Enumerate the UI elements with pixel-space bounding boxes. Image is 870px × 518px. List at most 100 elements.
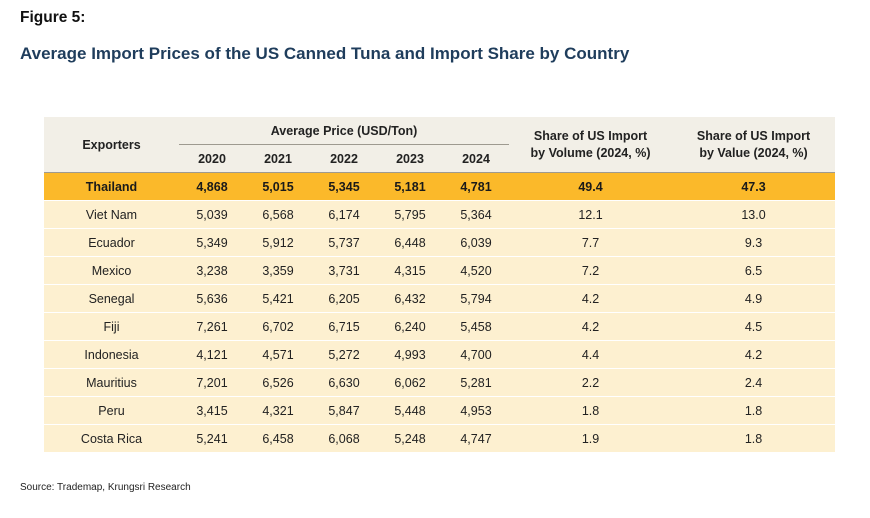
cell-price-2020: 5,039 bbox=[179, 200, 245, 229]
cell-country: Fiji bbox=[44, 312, 179, 341]
header-year-2022: 2022 bbox=[311, 144, 377, 173]
header-share-volume-line1: Share of US Import bbox=[533, 128, 648, 143]
header-year-2020: 2020 bbox=[179, 144, 245, 173]
cell-country: Indonesia bbox=[44, 340, 179, 369]
cell-price-2023: 5,448 bbox=[377, 396, 443, 425]
cell-price-2021: 6,526 bbox=[245, 368, 311, 397]
cell-share-value: 4.9 bbox=[672, 284, 836, 313]
cell-price-2022: 5,737 bbox=[311, 228, 377, 257]
cell-price-2021: 6,702 bbox=[245, 312, 311, 341]
cell-country: Viet Nam bbox=[44, 200, 179, 229]
cell-country: Peru bbox=[44, 396, 179, 425]
table-row: Mauritius 7,201 6,526 6,630 6,062 5,281 … bbox=[44, 368, 836, 397]
cell-price-2024: 4,520 bbox=[443, 256, 510, 285]
table-row: Indonesia 4,121 4,571 5,272 4,993 4,700 … bbox=[44, 340, 836, 369]
cell-country: Senegal bbox=[44, 284, 179, 313]
cell-price-2024: 4,781 bbox=[443, 172, 510, 201]
header-exporters: Exporters bbox=[44, 117, 179, 173]
cell-price-2021: 5,421 bbox=[245, 284, 311, 313]
cell-share-value: 4.2 bbox=[672, 340, 836, 369]
header-share-value: Share of US Import by Value (2024, %) bbox=[672, 117, 836, 173]
cell-price-2022: 5,847 bbox=[311, 396, 377, 425]
table-row: Ecuador 5,349 5,912 5,737 6,448 6,039 7.… bbox=[44, 228, 836, 257]
table-row: Fiji 7,261 6,702 6,715 6,240 5,458 4.2 4… bbox=[44, 312, 836, 341]
cell-price-2023: 5,248 bbox=[377, 424, 443, 452]
header-share-volume-line2: by Volume (2024, %) bbox=[530, 145, 651, 160]
cell-share-value: 1.8 bbox=[672, 396, 836, 425]
cell-share-value: 47.3 bbox=[672, 172, 836, 201]
table-row: Mexico 3,238 3,359 3,731 4,315 4,520 7.2… bbox=[44, 256, 836, 285]
cell-price-2022: 6,174 bbox=[311, 200, 377, 229]
cell-price-2021: 5,912 bbox=[245, 228, 311, 257]
cell-share-volume: 1.9 bbox=[509, 424, 673, 452]
cell-price-2023: 5,181 bbox=[377, 172, 443, 201]
cell-price-2023: 6,432 bbox=[377, 284, 443, 313]
header-year-2024: 2024 bbox=[443, 144, 510, 173]
cell-share-volume: 12.1 bbox=[509, 200, 673, 229]
cell-share-volume: 4.2 bbox=[509, 284, 673, 313]
import-price-table: Exporters Average Price (USD/Ton) Share … bbox=[44, 117, 836, 452]
cell-share-value: 2.4 bbox=[672, 368, 836, 397]
cell-price-2023: 6,240 bbox=[377, 312, 443, 341]
cell-price-2023: 5,795 bbox=[377, 200, 443, 229]
table-row: Costa Rica 5,241 6,458 6,068 5,248 4,747… bbox=[44, 424, 836, 452]
cell-price-2020: 5,636 bbox=[179, 284, 245, 313]
cell-price-2021: 3,359 bbox=[245, 256, 311, 285]
cell-price-2022: 5,345 bbox=[311, 172, 377, 201]
cell-price-2020: 7,261 bbox=[179, 312, 245, 341]
cell-share-volume: 2.2 bbox=[509, 368, 673, 397]
cell-price-2024: 6,039 bbox=[443, 228, 510, 257]
cell-price-2023: 6,062 bbox=[377, 368, 443, 397]
cell-price-2020: 5,349 bbox=[179, 228, 245, 257]
cell-price-2022: 6,068 bbox=[311, 424, 377, 452]
cell-share-volume: 49.4 bbox=[509, 172, 673, 201]
cell-country: Costa Rica bbox=[44, 424, 179, 452]
cell-price-2024: 4,700 bbox=[443, 340, 510, 369]
source-note: Source: Trademap, Krungsri Research bbox=[20, 482, 191, 493]
cell-share-value: 9.3 bbox=[672, 228, 836, 257]
table-row-highlight: Thailand 4,868 5,015 5,345 5,181 4,781 4… bbox=[44, 172, 836, 201]
cell-price-2022: 6,205 bbox=[311, 284, 377, 313]
cell-price-2020: 3,238 bbox=[179, 256, 245, 285]
cell-price-2021: 5,015 bbox=[245, 172, 311, 201]
cell-price-2020: 4,121 bbox=[179, 340, 245, 369]
cell-price-2023: 4,993 bbox=[377, 340, 443, 369]
cell-price-2022: 6,715 bbox=[311, 312, 377, 341]
cell-price-2022: 3,731 bbox=[311, 256, 377, 285]
cell-share-value: 1.8 bbox=[672, 424, 836, 452]
header-average-price: Average Price (USD/Ton) bbox=[179, 117, 510, 145]
cell-share-volume: 7.2 bbox=[509, 256, 673, 285]
cell-price-2024: 5,281 bbox=[443, 368, 510, 397]
cell-price-2023: 4,315 bbox=[377, 256, 443, 285]
cell-price-2020: 3,415 bbox=[179, 396, 245, 425]
cell-price-2021: 6,568 bbox=[245, 200, 311, 229]
cell-price-2021: 4,571 bbox=[245, 340, 311, 369]
header-year-2021: 2021 bbox=[245, 144, 311, 173]
cell-price-2023: 6,448 bbox=[377, 228, 443, 257]
cell-price-2021: 6,458 bbox=[245, 424, 311, 452]
header-share-volume: Share of US Import by Volume (2024, %) bbox=[509, 117, 673, 173]
header-year-2023: 2023 bbox=[377, 144, 443, 173]
cell-price-2024: 5,458 bbox=[443, 312, 510, 341]
cell-price-2022: 5,272 bbox=[311, 340, 377, 369]
cell-price-2021: 4,321 bbox=[245, 396, 311, 425]
cell-country: Thailand bbox=[44, 172, 179, 201]
table-row: Senegal 5,636 5,421 6,205 6,432 5,794 4.… bbox=[44, 284, 836, 313]
cell-country: Mauritius bbox=[44, 368, 179, 397]
cell-share-volume: 4.4 bbox=[509, 340, 673, 369]
table-row: Peru 3,415 4,321 5,847 5,448 4,953 1.8 1… bbox=[44, 396, 836, 425]
figure-title: Average Import Prices of the US Canned T… bbox=[20, 44, 630, 63]
cell-price-2020: 4,868 bbox=[179, 172, 245, 201]
cell-share-value: 6.5 bbox=[672, 256, 836, 285]
cell-price-2024: 4,747 bbox=[443, 424, 510, 452]
cell-price-2022: 6,630 bbox=[311, 368, 377, 397]
header-share-value-line1: Share of US Import bbox=[696, 128, 811, 143]
table-row: Viet Nam 5,039 6,568 6,174 5,795 5,364 1… bbox=[44, 200, 836, 229]
cell-share-volume: 7.7 bbox=[509, 228, 673, 257]
cell-price-2020: 7,201 bbox=[179, 368, 245, 397]
header-share-value-line2: by Value (2024, %) bbox=[699, 145, 808, 160]
cell-price-2024: 5,364 bbox=[443, 200, 510, 229]
cell-country: Mexico bbox=[44, 256, 179, 285]
cell-price-2024: 4,953 bbox=[443, 396, 510, 425]
cell-price-2024: 5,794 bbox=[443, 284, 510, 313]
